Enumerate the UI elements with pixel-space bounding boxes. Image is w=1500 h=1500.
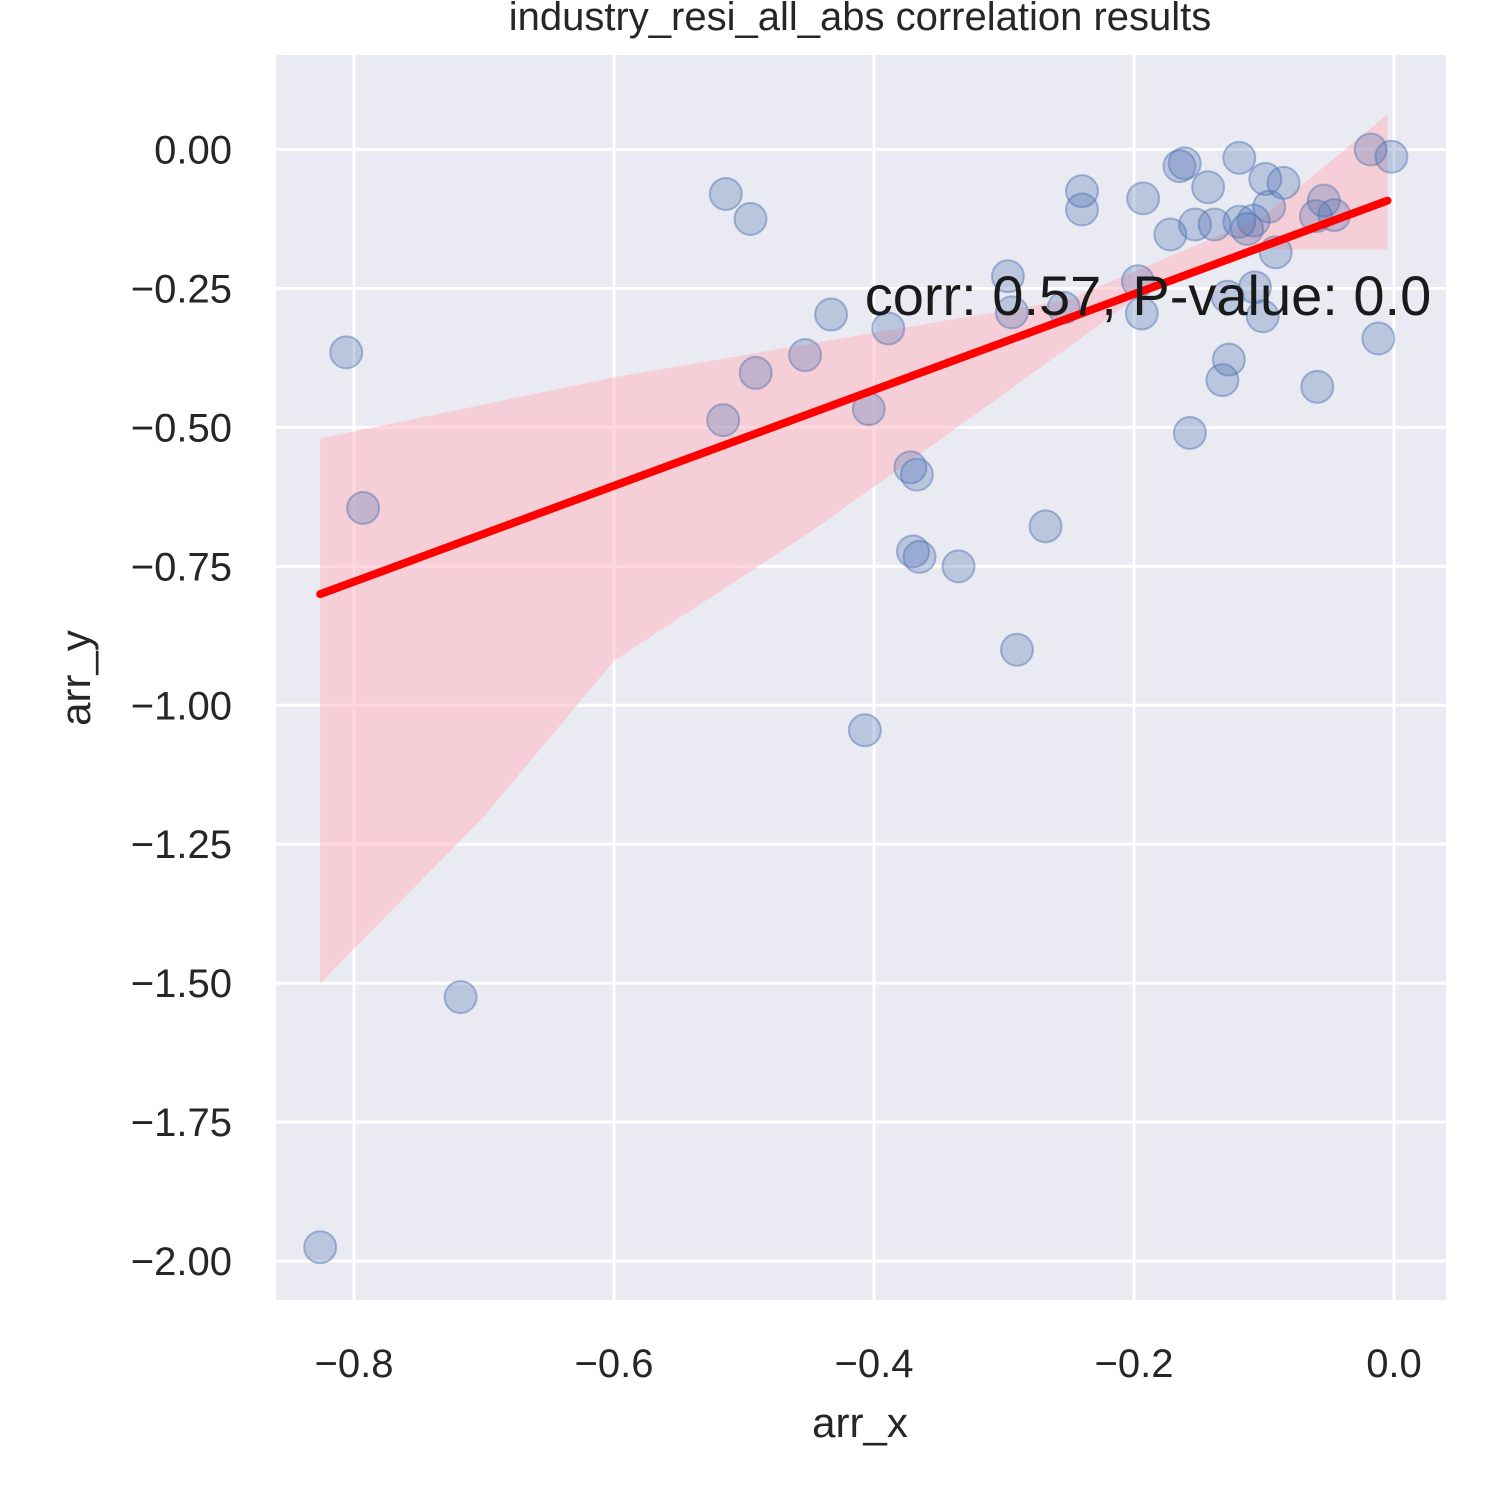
- confidence-band-layer: [320, 114, 1388, 984]
- y-tick-label: −0.50: [131, 406, 232, 450]
- scatter-point: [896, 534, 930, 569]
- y-tick-label: −0.75: [131, 545, 232, 589]
- scatter-point: [1065, 192, 1099, 227]
- scatter-point: [994, 295, 1029, 330]
- y-axis-label: arr_y: [52, 630, 99, 726]
- scatter-point: [1197, 207, 1232, 242]
- scatter-point: [788, 338, 823, 373]
- scatter-point: [990, 259, 1025, 294]
- scatter-point: [1374, 139, 1409, 174]
- x-tick-label: −0.8: [315, 1342, 394, 1386]
- scatter-point: [706, 403, 741, 438]
- scatter-point: [1300, 369, 1335, 404]
- x-tick-label: 0.0: [1366, 1342, 1422, 1386]
- scatter-point: [1237, 270, 1272, 305]
- scatter-point: [941, 549, 976, 584]
- y-tick-label: 0.00: [154, 128, 232, 172]
- scatter-point: [1353, 132, 1388, 167]
- chart-title: industry_resi_all_abs correlation result…: [509, 0, 1212, 39]
- scatter-point: [738, 355, 773, 390]
- scatter-point: [1191, 170, 1226, 205]
- scatter-point: [708, 176, 743, 211]
- scatter-point: [1162, 149, 1197, 184]
- scatter-point: [1252, 189, 1287, 224]
- scatter-point: [1205, 363, 1240, 398]
- scatter-point: [1000, 632, 1034, 667]
- scatter-point: [899, 457, 934, 492]
- x-axis-label: arr_x: [812, 1399, 908, 1446]
- scatter-point: [1211, 342, 1246, 377]
- regression-line-layer: [316, 196, 1392, 599]
- scatter-point: [346, 490, 381, 525]
- x-tick-label: −0.4: [835, 1342, 914, 1386]
- scatter-point: [1124, 296, 1159, 331]
- scatter-point: [1361, 321, 1396, 356]
- scatter-point: [1172, 415, 1207, 450]
- scatter-point: [1266, 165, 1301, 200]
- x-tick-labels: −0.8 −0.6 −0.4 −0.2 0.0: [315, 1342, 1422, 1386]
- x-tick-label: −0.2: [1095, 1342, 1174, 1386]
- y-tick-label: −1.50: [131, 962, 232, 1006]
- scatter-point: [303, 1230, 338, 1265]
- y-tick-label: −1.00: [131, 684, 232, 728]
- scatter-point: [1230, 211, 1265, 246]
- scatter-point: [1167, 146, 1202, 181]
- scatter-point: [1222, 204, 1257, 239]
- scatter-point: [1153, 217, 1188, 252]
- confidence-band: [320, 114, 1388, 984]
- scatter-point: [1126, 181, 1161, 216]
- scatter-point: [1236, 203, 1271, 238]
- scatter-point: [1306, 183, 1341, 218]
- correlation-annotation: corr: 0.57, P-value: 0.0: [865, 264, 1432, 327]
- scatter-point: [1248, 161, 1283, 196]
- scatter-point: [443, 980, 478, 1015]
- scatter-point: [902, 539, 937, 574]
- scatter-point: [814, 297, 849, 332]
- regression-line: [316, 196, 1392, 599]
- y-tick-label: −1.25: [131, 823, 232, 867]
- y-tick-label: −0.25: [131, 267, 232, 311]
- scatter-point: [1222, 140, 1257, 175]
- scatter-point: [733, 201, 768, 236]
- scatter-point: [1210, 279, 1245, 314]
- y-tick-label: −2.00: [131, 1240, 232, 1284]
- scatter-point: [329, 335, 364, 370]
- scatter-point: [1178, 207, 1213, 242]
- y-tick-labels: 0.00 −0.25 −0.50 −0.75 −1.00 −1.25 −1.50 −1.75 −…: [131, 128, 232, 1284]
- scatter-point: [847, 713, 882, 748]
- scatter-point: [893, 450, 928, 485]
- scatter-point: [871, 311, 906, 346]
- scatter-point: [1245, 299, 1280, 334]
- y-tick-label: −1.75: [131, 1101, 232, 1145]
- scatter-point: [1028, 509, 1063, 544]
- scatter-point: [1065, 174, 1099, 209]
- x-tick-label: −0.6: [575, 1342, 654, 1386]
